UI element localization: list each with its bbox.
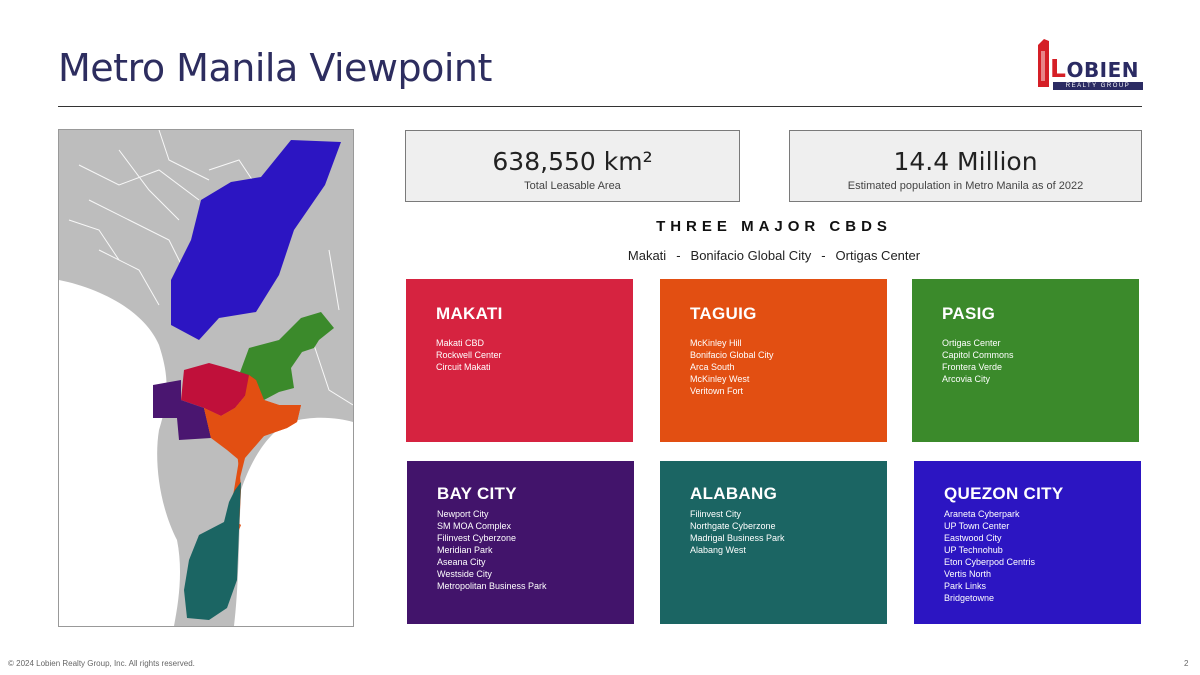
copyright-footer: © 2024 Lobien Realty Group, Inc. All rig… (8, 659, 195, 668)
list-item: Newport City (437, 509, 489, 519)
district-card-pasig: PASIG Ortigas Center Capitol Commons Fro… (912, 279, 1139, 442)
list-item: Bridgetowne (944, 593, 995, 603)
title-divider (58, 106, 1142, 107)
logo-wordmark: LOBIEN (1050, 54, 1140, 83)
list-item: Metropolitan Business Park (437, 581, 547, 591)
company-logo: LOBIEN REALTY GROUP (1036, 37, 1146, 92)
list-item: Westside City (437, 569, 492, 579)
list-item: Vertis North (944, 569, 992, 579)
district-card-quezon-city: QUEZON CITY Araneta Cyberpark UP Town Ce… (914, 461, 1141, 624)
cbd-separator: - (821, 248, 826, 263)
map-region-quezon-city (171, 140, 341, 340)
list-item: UP Town Center (944, 521, 1010, 531)
cbd-item: Bonifacio Global City (690, 248, 812, 263)
list-item: Park Links (944, 581, 987, 591)
card-list: Araneta Cyberpark UP Town Center Eastwoo… (944, 508, 1111, 604)
list-item: Eastwood City (944, 533, 1002, 543)
list-item: Bonifacio Global City (690, 350, 774, 360)
list-item: Aseana City (437, 557, 486, 567)
manila-bay (59, 280, 181, 626)
list-item: McKinley West (690, 374, 750, 384)
list-item: McKinley Hill (690, 338, 742, 348)
list-item: Arca South (690, 362, 735, 372)
list-item: SM MOA Complex (437, 521, 512, 531)
cbd-list: Makati - Bonifacio Global City - Ortigas Cen… (406, 248, 1142, 263)
district-card-makati: MAKATI Makati CBD Rockwell Center Circui… (406, 279, 633, 442)
card-title: TAGUIG (690, 304, 757, 323)
metro-manila-map (58, 129, 354, 627)
building-logo-icon (1038, 39, 1049, 87)
list-item: Filinvest Cyberzone (437, 533, 517, 543)
map-region-pasig (239, 312, 334, 400)
cbd-heading: THREE MAJOR CBDS (656, 218, 892, 235)
page-title: Metro Manila Viewpoint (58, 46, 492, 90)
stat-value: 14.4 Million (893, 147, 1038, 176)
list-item: Frontera Verde (942, 362, 1003, 372)
district-card-taguig: TAGUIG McKinley Hill Bonifacio Global Ci… (660, 279, 887, 442)
card-list: Ortigas Center Capitol Commons Frontera … (942, 337, 1109, 385)
cbd-item: Makati (627, 248, 667, 263)
card-title: QUEZON CITY (944, 484, 1064, 503)
stat-label: Total Leasable Area (524, 180, 621, 192)
list-item: Makati CBD (436, 338, 485, 348)
list-item: Ortigas Center (942, 338, 1001, 348)
list-item: Meridian Park (437, 545, 493, 555)
card-list: Makati CBD Rockwell Center Circuit Makat… (436, 337, 603, 373)
list-item: Northgate Cyberzone (690, 521, 776, 531)
list-item: Circuit Makati (436, 362, 491, 372)
card-list: Filinvest City Northgate Cyberzone Madri… (690, 508, 857, 556)
stat-value: 638,550 km² (492, 147, 653, 176)
card-list: Newport City SM MOA Complex Filinvest Cy… (437, 508, 604, 592)
list-item: Araneta Cyberpark (944, 509, 1020, 519)
logo-tagline: REALTY GROUP (1053, 82, 1143, 90)
list-item: Filinvest City (690, 509, 742, 519)
laguna-lake (234, 417, 353, 626)
list-item: Arcovia City (942, 374, 991, 384)
page-number: 2 (1184, 659, 1189, 668)
cbd-separator: - (676, 248, 681, 263)
card-title: ALABANG (690, 484, 778, 503)
map-region-alabang (184, 482, 241, 620)
list-item: Veritown Fort (690, 386, 744, 396)
list-item: Eton Cyberpod Centris (944, 557, 1036, 567)
map-region-makati (181, 363, 256, 416)
list-item: Madrigal Business Park (690, 533, 785, 543)
card-title: BAY CITY (437, 484, 517, 503)
list-item: Rockwell Center (436, 350, 502, 360)
card-title: PASIG (942, 304, 996, 323)
stat-total-leasable-area: 638,550 km² Total Leasable Area (405, 130, 740, 202)
list-item: UP Technohub (944, 545, 1003, 555)
list-item: Alabang West (690, 545, 746, 555)
map-region-bay-city (153, 380, 211, 440)
district-card-alabang: ALABANG Filinvest City Northgate Cyberzo… (660, 461, 887, 624)
card-list: McKinley Hill Bonifacio Global City Arca… (690, 337, 857, 397)
stat-label: Estimated population in Metro Manila as … (847, 180, 1084, 192)
cbd-item: Ortigas Center (835, 248, 921, 263)
list-item: Capitol Commons (942, 350, 1014, 360)
card-title: MAKATI (436, 304, 503, 323)
stat-population: 14.4 Million Estimated population in Met… (789, 130, 1142, 202)
district-card-bay-city: BAY CITY Newport City SM MOA Complex Fil… (407, 461, 634, 624)
